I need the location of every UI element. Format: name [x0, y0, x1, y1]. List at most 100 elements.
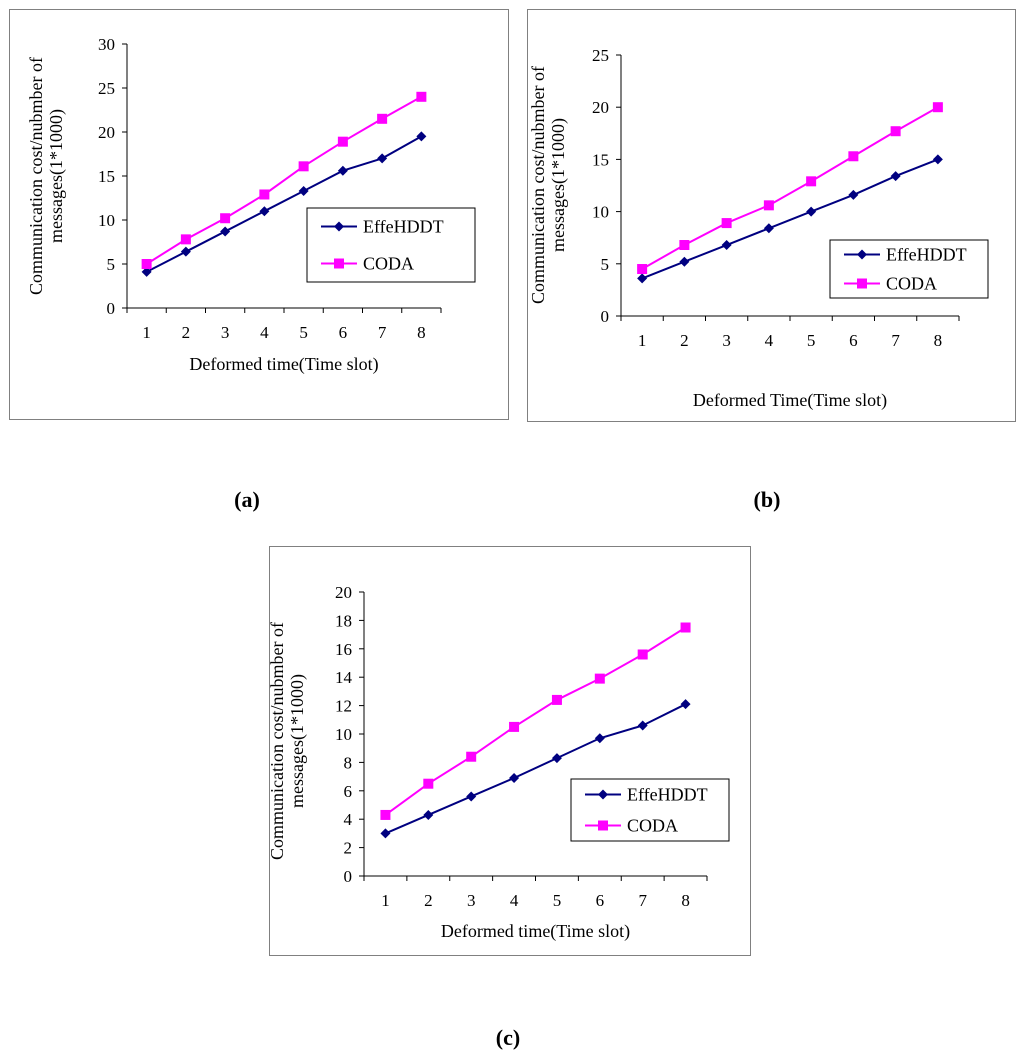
x-tick-label: 6: [339, 323, 348, 342]
data-point-coda: [337, 136, 348, 147]
caption-c: (c): [495, 1025, 521, 1050]
data-point-coda: [298, 161, 309, 172]
data-point-coda: [932, 102, 943, 113]
legend: [306, 207, 476, 283]
x-axis-label: Deformed time(Time slot): [189, 354, 378, 375]
x-tick-label: 3: [221, 323, 230, 342]
caption-a: (a): [234, 487, 260, 512]
legend: [829, 239, 989, 299]
y-tick-label: 15: [98, 167, 115, 186]
series-line-coda: [641, 106, 939, 270]
y-axis-label-line1: Communication cost/nubmber of: [267, 622, 287, 860]
y-tick-label: 15: [592, 150, 609, 169]
y-tick-label: 30: [98, 35, 115, 54]
y-tick-label: 16: [335, 640, 352, 659]
data-point-effehddt: [551, 753, 562, 764]
y-axis-label-line2: messages(1*1000): [548, 118, 569, 252]
x-tick-label: 4: [510, 891, 519, 910]
x-tick-label: 8: [934, 331, 943, 350]
x-tick-label: 3: [467, 891, 476, 910]
x-tick-label: 3: [722, 331, 731, 350]
data-point-effehddt: [220, 226, 231, 237]
data-point-coda: [680, 622, 691, 633]
y-axis-label: Communication cost/nubmber ofmessages(1*…: [267, 622, 308, 860]
data-point-effehddt: [637, 273, 648, 284]
data-point-effehddt: [141, 266, 152, 277]
x-tick-label: 2: [182, 323, 191, 342]
x-tick-label: 7: [378, 323, 387, 342]
data-point-effehddt: [509, 773, 520, 784]
data-point-coda: [679, 240, 690, 251]
x-tick-label: 4: [260, 323, 269, 342]
data-point-coda: [551, 694, 562, 705]
x-axis-label: Deformed Time(Time slot): [693, 390, 887, 411]
y-axis-label-line2: messages(1*1000): [287, 674, 308, 808]
y-tick-label: 25: [592, 46, 609, 65]
x-axis-label: Deformed time(Time slot): [441, 921, 630, 942]
x-tick-label: 1: [381, 891, 390, 910]
legend-marker-coda: [598, 820, 608, 831]
legend-label: CODA: [363, 254, 414, 274]
legend-label: EffeHDDT: [627, 785, 708, 805]
data-point-effehddt: [337, 165, 348, 176]
data-point-coda: [380, 809, 391, 820]
data-point-coda: [416, 91, 427, 102]
data-point-effehddt: [466, 791, 477, 802]
data-point-effehddt: [721, 240, 732, 251]
legend-marker-effehddt: [598, 789, 608, 800]
y-tick-label: 20: [98, 123, 115, 142]
y-tick-label: 5: [107, 255, 116, 274]
data-point-coda: [848, 151, 859, 162]
x-tick-label: 2: [680, 331, 689, 350]
chart-a-svg: 0 5 10 15 20 25 30 1 2 3 4 5 6 7 8 Deformed time(Time s…: [26, 35, 476, 375]
y-tick-label: 20: [592, 98, 609, 117]
data-point-effehddt: [594, 733, 605, 744]
legend-label: CODA: [627, 816, 678, 836]
data-point-effehddt: [932, 154, 943, 165]
y-tick-label: 6: [344, 782, 353, 801]
series-line-coda: [146, 95, 422, 265]
data-point-effehddt: [848, 189, 859, 200]
y-tick-label: 10: [98, 211, 115, 230]
data-point-coda: [509, 721, 520, 732]
y-tick-label: 18: [335, 611, 352, 630]
x-tick-label: 8: [681, 891, 690, 910]
legend-label: EffeHDDT: [363, 217, 444, 237]
legend-marker-effehddt: [857, 249, 867, 260]
chart-panel-b: 0 5 10 15 20 25 1 2 3 4 5 6 7 8 Deformed Time(Time slo…: [527, 9, 1016, 422]
y-axis-label: Communication cost/nubmber ofmessages(1*…: [26, 57, 67, 295]
legend-marker-effehddt: [334, 221, 344, 232]
data-point-coda: [259, 189, 270, 200]
y-tick-label: 0: [107, 299, 116, 318]
x-tick-label: 4: [765, 331, 774, 350]
data-point-effehddt: [416, 131, 427, 142]
data-point-effehddt: [377, 153, 388, 164]
legend-label: CODA: [886, 274, 937, 294]
data-point-coda: [377, 113, 388, 124]
data-point-coda: [423, 778, 434, 789]
data-point-coda: [721, 218, 732, 229]
x-tick-label: 1: [142, 323, 151, 342]
data-point-coda: [806, 176, 817, 187]
y-axis-label: Communication cost/nubmber ofmessages(1*…: [528, 66, 569, 304]
x-tick-label: 5: [553, 891, 562, 910]
data-point-coda: [763, 200, 774, 211]
y-tick-label: 0: [601, 307, 610, 326]
data-point-coda: [180, 234, 191, 245]
data-point-effehddt: [890, 171, 901, 182]
series-line-coda: [384, 626, 687, 816]
data-point-coda: [220, 213, 231, 224]
data-point-coda: [637, 649, 648, 660]
legend-label: EffeHDDT: [886, 245, 967, 265]
y-tick-label: 25: [98, 79, 115, 98]
y-tick-label: 20: [335, 583, 352, 602]
y-tick-label: 12: [335, 697, 352, 716]
legend-marker-coda: [857, 278, 867, 289]
y-tick-label: 0: [344, 867, 353, 886]
chart-panel-c: 0 2 4 6 8 10 12 14 16 18 20 1 2 3 4 5 6 7 8 Deformed time(T…: [267, 546, 751, 956]
x-tick-label: 5: [807, 331, 816, 350]
data-point-effehddt: [637, 720, 648, 731]
data-point-effehddt: [763, 223, 774, 234]
y-tick-label: 14: [335, 668, 353, 687]
